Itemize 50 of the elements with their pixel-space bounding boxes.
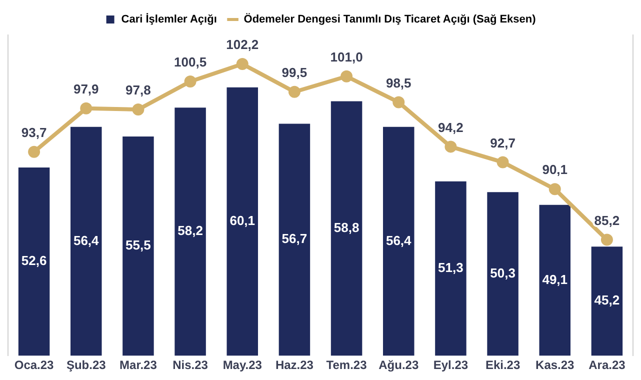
data-label: 85,2 — [594, 212, 620, 228]
data-label: 92,7 — [490, 135, 516, 150]
x-tick-label: Tem.23 — [326, 358, 368, 372]
data-label: 56,7 — [282, 231, 308, 246]
point — [392, 96, 405, 108]
data-label: 100,5 — [174, 54, 207, 70]
data-label: 55,5 — [126, 238, 151, 253]
point — [496, 156, 509, 168]
data-label: 97,9 — [73, 82, 99, 97]
point — [340, 70, 353, 82]
x-tick-label: Nis.23 — [172, 358, 208, 372]
point — [184, 76, 196, 88]
data-label: 97,8 — [126, 82, 151, 98]
point — [444, 140, 457, 153]
x-tick-label: Ağu.23 — [378, 358, 419, 372]
legend-label: Cari İşlemler Açığı — [121, 12, 217, 26]
x-tick-label: Kas.23 — [536, 358, 575, 372]
x-tick-label: Eyl.23 — [433, 358, 468, 372]
data-label: 45,2 — [594, 292, 620, 308]
x-tick-label: Mar.23 — [120, 358, 158, 372]
data-label: 101,0 — [330, 49, 363, 64]
point — [28, 146, 40, 158]
point — [132, 103, 144, 116]
data-label: 58,2 — [178, 223, 203, 238]
data-label: 58,8 — [334, 220, 360, 236]
legend-label: Ödemeler Dengesi Tanımlı Dış Ticaret Açığı (Sağ Eksen) — [244, 12, 536, 26]
point — [288, 86, 300, 98]
x-tick-label: Eki.23 — [485, 358, 520, 372]
x-tick-label: Şub.23 — [66, 358, 106, 372]
data-label: 93,7 — [21, 124, 47, 140]
x-tick-label: May.23 — [222, 358, 262, 372]
point — [236, 58, 248, 70]
data-label: 56,4 — [73, 232, 100, 248]
data-label: 52,6 — [21, 253, 47, 268]
data-label: 51,3 — [438, 260, 464, 276]
x-tick-label: Haz.23 — [275, 358, 314, 372]
data-label: 90,1 — [542, 162, 568, 178]
data-label: 102,2 — [226, 37, 259, 52]
point — [548, 183, 561, 196]
data-label: 60,1 — [230, 213, 256, 228]
data-label: 56,4 — [386, 232, 412, 248]
point — [600, 234, 613, 246]
data-label: 94,2 — [438, 120, 464, 135]
data-label: 49,1 — [542, 272, 568, 287]
x-tick-label: Oca.23 — [14, 358, 54, 372]
x-tick-label: Ara.23 — [588, 358, 626, 372]
point — [80, 102, 92, 114]
data-label: 50,3 — [490, 265, 516, 280]
data-label: 99,5 — [282, 64, 308, 80]
data-label: 98,5 — [386, 75, 412, 90]
